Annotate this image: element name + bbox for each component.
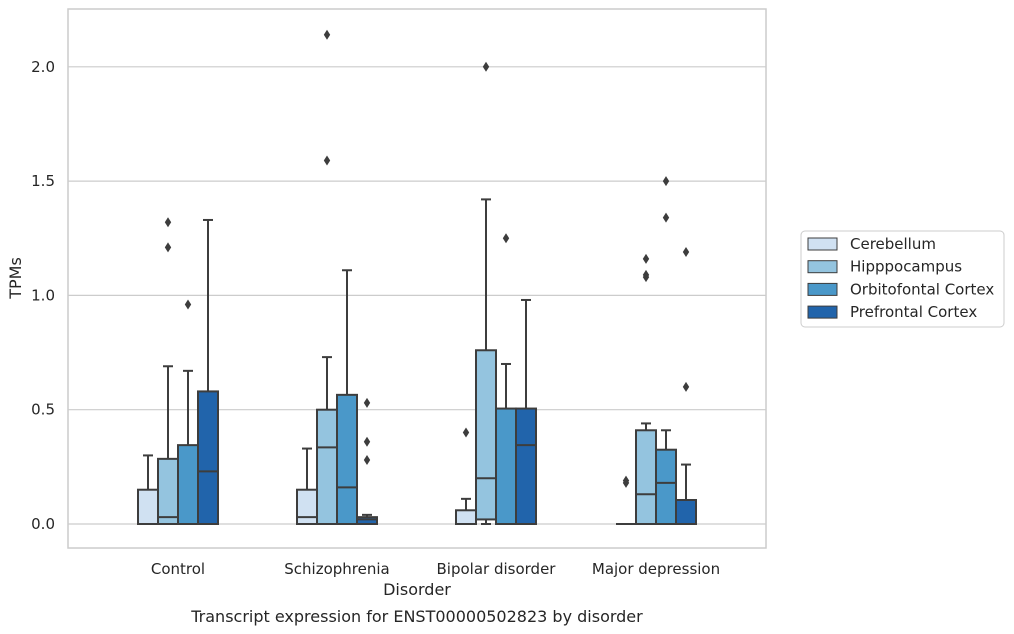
y-tick-label: 1.5 bbox=[31, 172, 55, 190]
outlier-marker bbox=[482, 61, 490, 72]
x-tick-label: Bipolar disorder bbox=[437, 560, 557, 578]
outlier-marker bbox=[622, 475, 630, 486]
legend-label: Prefrontal Cortex bbox=[850, 303, 977, 321]
x-axis-label: Disorder bbox=[383, 580, 451, 599]
outlier-marker bbox=[502, 233, 510, 244]
box-body bbox=[495, 407, 517, 526]
box-hipppocampus bbox=[157, 217, 179, 525]
y-tick-label: 1.0 bbox=[31, 286, 55, 304]
legend-frame bbox=[800, 230, 1005, 328]
legend-swatch bbox=[807, 282, 838, 296]
box-body bbox=[296, 488, 318, 525]
box-body bbox=[475, 349, 497, 521]
y-tick-label: 0.5 bbox=[31, 401, 55, 419]
outlier-marker bbox=[164, 242, 172, 253]
box-body bbox=[197, 390, 219, 525]
box-body bbox=[336, 393, 358, 525]
box-prefrontal-cortex bbox=[356, 397, 378, 526]
legend-label: Hipppocampus bbox=[850, 258, 962, 276]
chart-caption: Transcript expression for ENST0000050282… bbox=[190, 607, 643, 626]
box-body bbox=[635, 429, 657, 525]
outlier-marker bbox=[363, 397, 371, 408]
legend-swatch bbox=[807, 260, 838, 274]
box-cerebellum bbox=[616, 475, 636, 525]
outlier-marker bbox=[363, 454, 371, 465]
box-prefrontal-cortex bbox=[675, 246, 697, 526]
outlier-marker bbox=[323, 29, 331, 40]
x-tick-label: Schizophrenia bbox=[284, 560, 389, 578]
box-body bbox=[356, 516, 378, 526]
legend-label: Cerebellum bbox=[850, 235, 936, 253]
y-tick-label: 0.0 bbox=[31, 515, 55, 533]
box-cerebellum bbox=[455, 427, 477, 525]
outlier-marker bbox=[184, 299, 192, 310]
outlier-marker bbox=[642, 253, 650, 264]
box-orbitofontal-cortex bbox=[495, 233, 517, 526]
box-body bbox=[316, 408, 338, 526]
box-body bbox=[655, 448, 677, 525]
legend-label: Orbitofontal Cortex bbox=[850, 280, 994, 298]
box-orbitofontal-cortex bbox=[655, 176, 677, 525]
legend-swatch bbox=[807, 305, 838, 319]
x-tick-label: Control bbox=[151, 560, 205, 578]
y-axis-label: TPMs bbox=[6, 257, 25, 300]
x-tick-label: Major depression bbox=[592, 560, 720, 578]
y-axis-ticks: 0.0 0.5 1.0 1.5 2.0 bbox=[31, 58, 55, 533]
box-hipppocampus bbox=[316, 29, 338, 526]
outlier-marker bbox=[662, 176, 670, 187]
outlier-marker bbox=[462, 427, 470, 438]
box-hipppocampus bbox=[635, 253, 657, 525]
outlier-marker bbox=[662, 212, 670, 223]
box-orbitofontal-cortex bbox=[336, 269, 358, 525]
outlier-marker bbox=[323, 155, 331, 166]
box-body bbox=[137, 488, 159, 525]
legend: Cerebellum Hipppocampus Orbitofontal Corte… bbox=[800, 230, 1005, 328]
boxes bbox=[137, 29, 697, 526]
outlier-marker bbox=[682, 246, 690, 257]
plot-area-frame bbox=[67, 8, 767, 549]
box-prefrontal-cortex bbox=[515, 298, 537, 526]
box-cerebellum bbox=[137, 454, 159, 525]
box-body bbox=[515, 407, 537, 526]
box-prefrontal-cortex bbox=[197, 218, 219, 525]
outlier-marker bbox=[642, 269, 650, 280]
legend-swatch bbox=[807, 237, 838, 251]
box-body bbox=[455, 509, 477, 525]
outlier-marker bbox=[682, 381, 690, 392]
y-tick-label: 2.0 bbox=[31, 58, 55, 76]
box-body bbox=[675, 498, 697, 526]
outlier-marker bbox=[164, 217, 172, 228]
box-hipppocampus bbox=[475, 61, 497, 525]
box-orbitofontal-cortex bbox=[177, 299, 199, 525]
box-body bbox=[157, 457, 179, 525]
box-body bbox=[177, 444, 199, 525]
outlier-marker bbox=[363, 436, 371, 447]
x-axis-ticks: Control Schizophrenia Bipolar disorder Majo… bbox=[151, 560, 720, 578]
box-cerebellum bbox=[296, 447, 318, 525]
